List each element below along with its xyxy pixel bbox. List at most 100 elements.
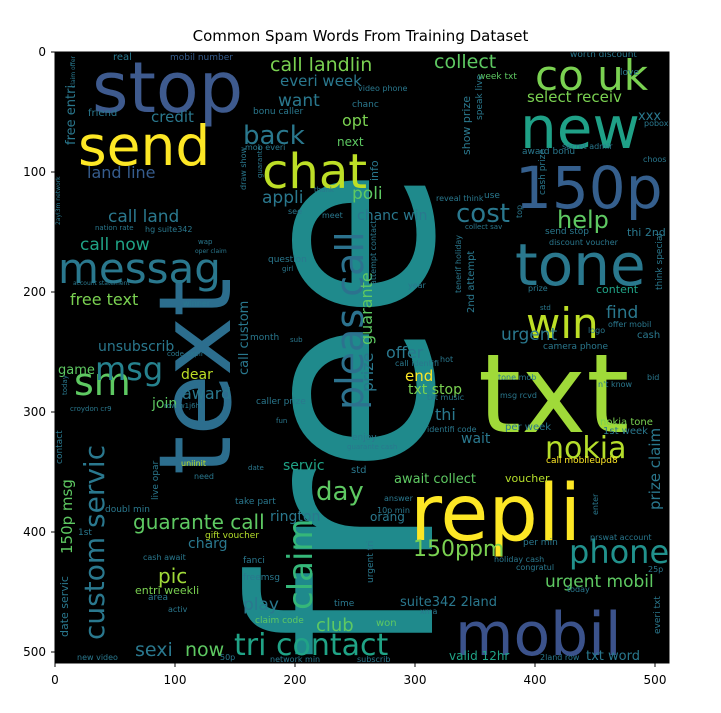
cloud-word: collect sav bbox=[465, 223, 502, 231]
cloud-word: sexi bbox=[135, 639, 173, 661]
cloud-word: want bbox=[278, 91, 320, 111]
cloud-word: 150ppm bbox=[413, 537, 504, 562]
cloud-word: back bbox=[243, 121, 305, 151]
cloud-word: 2ayl3m network bbox=[55, 176, 62, 225]
cloud-word: messag bbox=[58, 244, 221, 293]
cloud-word: congratul bbox=[516, 563, 554, 572]
cloud-word: urgent tri bbox=[366, 541, 376, 583]
cloud-word: real bbox=[113, 52, 132, 63]
x-tick-label: 200 bbox=[284, 673, 307, 687]
cloud-word: 2nd attempt bbox=[466, 251, 477, 313]
cloud-word: msg bbox=[95, 350, 163, 388]
cloud-word: hg suite342 bbox=[145, 225, 192, 234]
cloud-word: bid bbox=[647, 373, 659, 382]
y-axis: 0 100 200 300 400 500 bbox=[23, 45, 55, 659]
cloud-word: freemsg bbox=[243, 573, 280, 583]
cloud-word: mobil bbox=[455, 600, 622, 670]
cloud-word: find bbox=[606, 303, 638, 323]
cloud-word: club bbox=[316, 615, 354, 636]
y-tick-label: 500 bbox=[23, 645, 46, 659]
cloud-word: pobox bbox=[644, 119, 669, 128]
cloud-word: oper claim bbox=[195, 248, 227, 255]
cloud-word: time bbox=[334, 599, 355, 609]
cloud-word: guarante cash bbox=[347, 443, 397, 451]
cloud-word: xma bbox=[420, 607, 438, 616]
cloud-word: n't know bbox=[598, 380, 633, 389]
x-tick-label: 0 bbox=[51, 673, 59, 687]
cloud-word: draw show bbox=[239, 147, 248, 190]
cloud-word: send bbox=[78, 114, 210, 178]
cloud-word: co uk bbox=[535, 51, 649, 100]
cloud-word: new bbox=[520, 94, 640, 162]
cloud-word: claim offer bbox=[70, 55, 77, 88]
cloud-word: chanc win bbox=[357, 208, 427, 224]
cloud-word: per min bbox=[523, 538, 558, 548]
cloud-word: free text bbox=[70, 290, 138, 309]
cloud-word: account statement bbox=[73, 280, 130, 287]
cloud-word: top bbox=[515, 205, 524, 218]
cloud-word: speak live bbox=[475, 74, 485, 120]
cloud-word: row w1j6hl bbox=[164, 402, 202, 410]
cloud-word: guarante call bbox=[133, 510, 265, 534]
cloud-word: play bbox=[243, 595, 279, 615]
cloud-word: enter bbox=[591, 493, 600, 515]
cloud-word: network min bbox=[270, 655, 320, 664]
cloud-word: valid 12hr bbox=[449, 649, 509, 663]
cloud-word: cost bbox=[456, 199, 510, 229]
cloud-word: 150p bbox=[515, 154, 663, 222]
cloud-word: tone bbox=[515, 231, 646, 299]
cloud-word: free bbox=[200, 167, 491, 660]
cloud-word: std bbox=[540, 304, 551, 312]
cloud-word: opt bbox=[342, 111, 368, 130]
cloud-word: call bbox=[0, 274, 60, 635]
cloud-word: suite342 2land bbox=[400, 595, 497, 610]
cloud-word: gift voucher bbox=[205, 531, 259, 541]
cloud-word: hot bbox=[440, 355, 453, 364]
cloud-word: prize bbox=[528, 284, 548, 293]
cloud-word: discount voucher bbox=[549, 238, 619, 247]
x-tick-label: 400 bbox=[524, 673, 547, 687]
cloud-word: thi 2nd bbox=[627, 226, 666, 239]
cloud-word: nokia tone bbox=[600, 417, 653, 428]
cloud-word: pleas call bbox=[328, 231, 372, 410]
cloud-word: tri contact bbox=[234, 628, 388, 663]
cloud-word: choos bbox=[643, 155, 666, 164]
cloud-word: question bbox=[268, 255, 307, 265]
cloud-word: tenerif holiday bbox=[454, 235, 463, 293]
cloud-word: subscrib bbox=[357, 655, 390, 664]
cloud-word: mob everi bbox=[245, 143, 285, 152]
cloud-word: orang bbox=[370, 510, 405, 524]
cloud-word: 150p msg bbox=[58, 479, 76, 554]
cloud-word: pic bbox=[158, 564, 187, 588]
cloud-word: end bbox=[405, 367, 433, 385]
cloud-word: stop bbox=[92, 47, 243, 129]
plot-frame bbox=[54, 51, 670, 664]
cloud-word: everi txt bbox=[653, 596, 663, 634]
cloud-word: date servic bbox=[58, 576, 71, 637]
cloud-word: video phone bbox=[358, 84, 408, 93]
y-tick-label: 400 bbox=[23, 525, 46, 539]
cloud-word: charg bbox=[188, 536, 228, 552]
cloud-word: nokia bbox=[545, 431, 626, 466]
cloud-word: contact bbox=[55, 430, 65, 464]
cloud-word: offer mobil bbox=[608, 320, 651, 329]
cloud-word: 25p bbox=[648, 565, 663, 574]
cloud-word: live opar bbox=[151, 461, 161, 500]
cloud-word: call now bbox=[80, 235, 150, 255]
cloud-word: txt bbox=[478, 330, 629, 458]
cloud-word: today bbox=[567, 585, 590, 594]
cloud-word: join bbox=[151, 396, 177, 412]
cloud-word: date bbox=[248, 464, 264, 472]
cloud-word: girl bbox=[282, 265, 293, 273]
cloud-word: doubl min bbox=[105, 505, 150, 515]
x-tick-label: 300 bbox=[404, 673, 427, 687]
cloud-word: cash await bbox=[143, 553, 186, 562]
cloud-word: thi bbox=[435, 405, 456, 424]
cloud-word: game bbox=[58, 363, 95, 378]
cloud-word: year bbox=[408, 281, 427, 290]
cloud-word: std bbox=[351, 465, 366, 476]
cloud-word: text bbox=[137, 278, 254, 475]
cloud-word: repli bbox=[410, 469, 581, 559]
cloud-word: worth discount bbox=[570, 50, 637, 60]
cloud-word: everi week bbox=[280, 72, 362, 90]
